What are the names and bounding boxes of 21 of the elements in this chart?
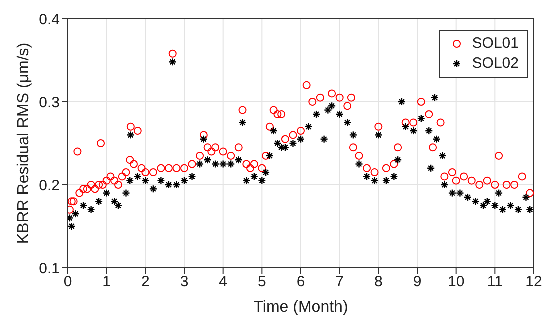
x-tick-label: 8 (374, 274, 383, 291)
x-tick-label: 2 (141, 274, 150, 291)
x-tick-label: 7 (336, 274, 344, 291)
y-axis-title: KBRR Residual RMS (μm/s) (16, 42, 32, 244)
y-tick-label: 0.2 (39, 177, 60, 194)
x-tick-label: 12 (526, 274, 542, 291)
x-tick-label: 9 (413, 274, 422, 291)
x-tick-label: 1 (102, 274, 112, 291)
legend-label: SOL01 (472, 34, 519, 54)
x-tick-label: 10 (448, 274, 465, 291)
y-tick-label: 0.1 (39, 260, 60, 278)
x-tick-label: 11 (487, 274, 503, 291)
x-tick-label: 6 (296, 274, 306, 291)
x-tick-label: 3 (180, 274, 189, 291)
x-tick-label: 0 (64, 274, 72, 291)
x-axis-title: Time (Month) (254, 299, 348, 316)
legend-label: SOL02 (472, 54, 519, 74)
x-tick-label: 4 (219, 274, 228, 291)
y-tick-label: 0.4 (39, 11, 60, 28)
x-tick-label: 5 (258, 274, 266, 291)
y-tick-label: 0.3 (39, 94, 60, 112)
